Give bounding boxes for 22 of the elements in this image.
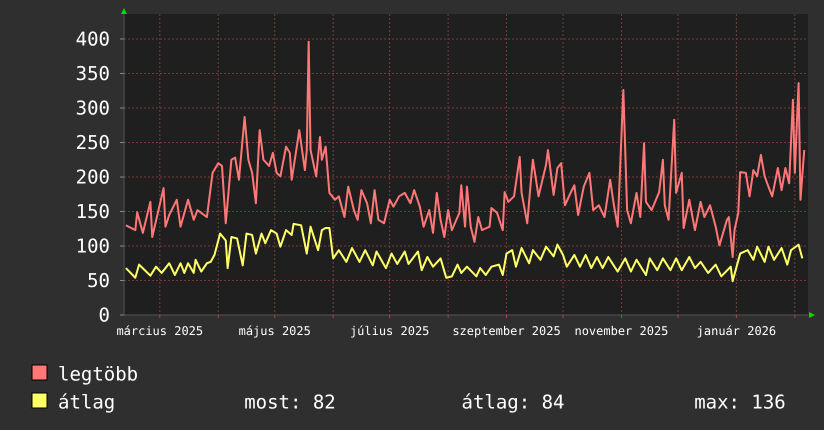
text: átlag: 84: [462, 392, 564, 414]
x-tick-label: november 2025: [574, 324, 668, 338]
y-tick-label: 200: [76, 166, 110, 189]
y-tick-label: 150: [76, 201, 110, 224]
x-tick-label: január 2026: [696, 324, 776, 338]
x-tick-label: szeptember 2025: [452, 324, 561, 338]
y-tick-label: 300: [76, 98, 110, 120]
y-tick-label: 50: [87, 270, 110, 292]
line-series: [124, 40, 806, 258]
y-tick-label: 250: [76, 132, 110, 154]
y-tick-label: 400: [76, 28, 110, 51]
legend-label: átlag: [58, 392, 116, 414]
text: max: 136: [694, 392, 786, 414]
text: most: 82: [244, 392, 336, 414]
x-tick-label: május 2025: [238, 324, 311, 338]
y-tick-label: 0: [98, 304, 110, 327]
line-series: [124, 222, 804, 282]
legend-label: legtöbb: [58, 364, 138, 386]
x-tick-label: március 2025: [116, 324, 204, 338]
x-tick-label: július 2025: [350, 324, 430, 338]
y-tick-label: 350: [76, 63, 110, 86]
y-tick-label: 100: [76, 236, 110, 258]
